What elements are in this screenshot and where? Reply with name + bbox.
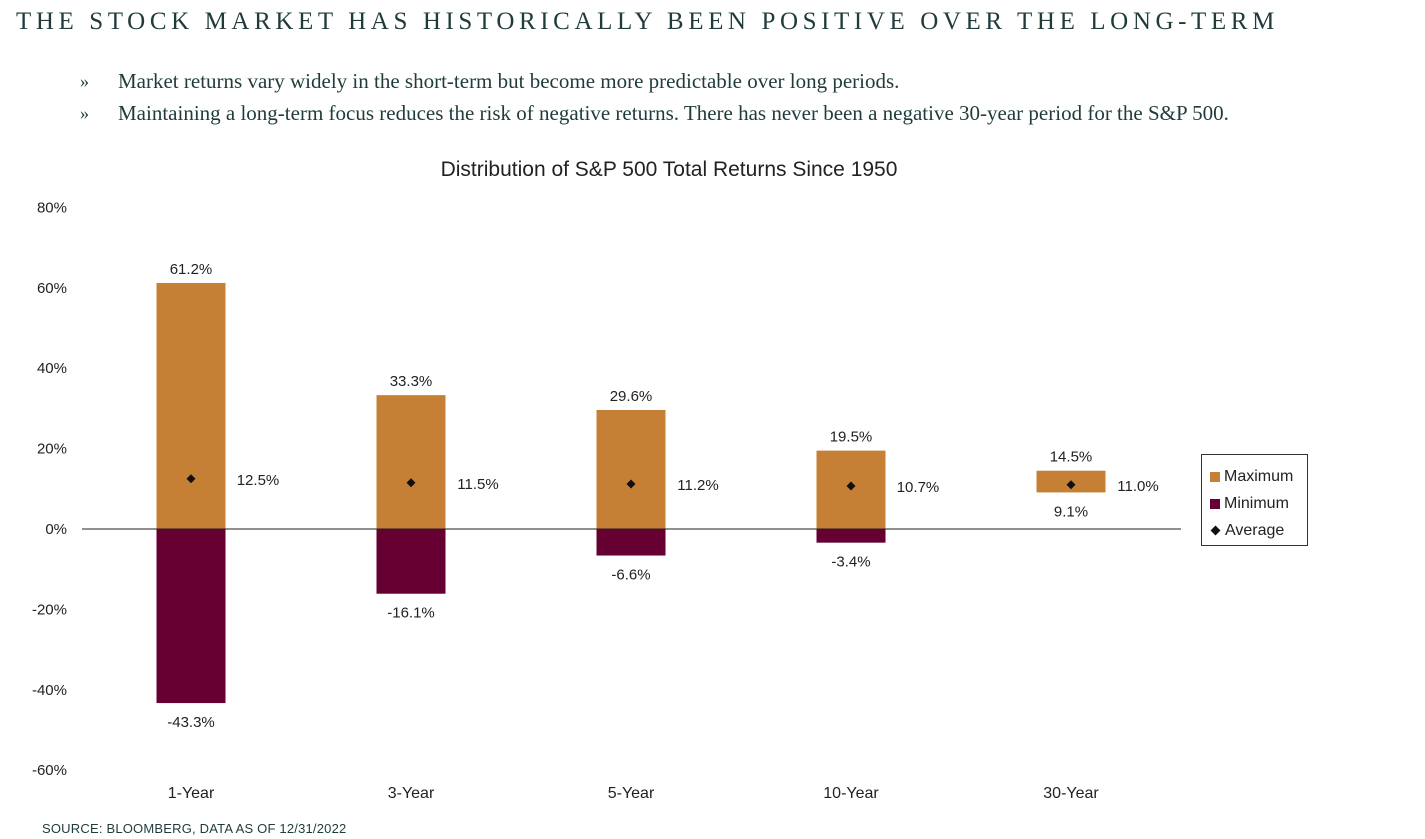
bar-minimum <box>596 529 666 556</box>
y-tick-label: 80% <box>37 199 67 216</box>
bullet-item: » Market returns vary widely in the shor… <box>78 68 1278 95</box>
data-label-minimum: 9.1% <box>1054 503 1088 520</box>
data-label-maximum: 14.5% <box>1050 449 1093 466</box>
x-category-label: 10-Year <box>823 785 879 802</box>
legend-swatch-minimum <box>1210 498 1220 509</box>
bullet-text: Market returns vary widely in the short-… <box>118 69 900 93</box>
data-label-minimum: -43.3% <box>167 714 215 731</box>
data-label-average: 11.5% <box>457 476 498 493</box>
y-tick-label: 20% <box>37 441 67 458</box>
legend-label: Minimum <box>1224 494 1289 512</box>
source-note: SOURCE: BLOOMBERG, DATA AS OF 12/31/2022 <box>42 821 347 836</box>
data-label-minimum: -16.1% <box>387 605 435 622</box>
y-tick-label: -60% <box>32 762 67 779</box>
bullet-item: » Maintaining a long-term focus reduces … <box>78 100 1278 127</box>
data-label-average: 11.0% <box>1117 478 1158 495</box>
bar-minimum <box>816 529 886 543</box>
data-label-maximum: 61.2% <box>170 261 213 278</box>
bar-maximum <box>596 410 666 529</box>
data-label-maximum: 29.6% <box>610 388 653 405</box>
bar-minimum <box>156 529 226 704</box>
average-marker <box>846 481 856 491</box>
chart-title: Distribution of S&P 500 Total Returns Si… <box>440 158 898 181</box>
bullet-text: Maintaining a long-term focus reduces th… <box>118 101 1229 125</box>
data-label-maximum: 33.3% <box>390 373 433 390</box>
legend-item-maximum: Maximum <box>1210 461 1307 492</box>
y-tick-label: 0% <box>45 521 67 538</box>
y-tick-label: -20% <box>32 601 67 618</box>
page-title: THE STOCK MARKET HAS HISTORICALLY BEEN P… <box>16 8 1279 35</box>
y-tick-label: 40% <box>37 360 67 377</box>
data-label-average: 12.5% <box>237 472 280 489</box>
diamond-icon <box>1210 525 1221 536</box>
average-marker <box>626 479 636 489</box>
average-marker <box>406 478 416 488</box>
y-tick-label: -40% <box>32 682 67 699</box>
chart-legend: Maximum Minimum Average <box>1201 454 1308 546</box>
data-label-minimum: -3.4% <box>831 554 870 571</box>
x-category-label: 3-Year <box>388 785 435 802</box>
data-label-maximum: 19.5% <box>830 429 873 446</box>
average-marker <box>186 474 196 484</box>
bar-maximum <box>156 282 226 529</box>
legend-label: Maximum <box>1224 467 1294 485</box>
average-marker <box>1066 480 1076 490</box>
legend-swatch-maximum <box>1210 471 1220 482</box>
data-label-minimum: -6.6% <box>611 567 650 584</box>
bullet-marker-icon: » <box>80 71 89 91</box>
data-label-average: 10.7% <box>897 479 940 496</box>
bar-minimum <box>376 529 446 594</box>
data-label-average: 11.2% <box>677 477 718 494</box>
legend-label: Average <box>1225 521 1285 539</box>
bullet-marker-icon: » <box>80 103 89 123</box>
legend-item-average: Average <box>1210 515 1307 546</box>
x-category-label: 5-Year <box>608 785 655 802</box>
x-category-label: 30-Year <box>1043 785 1099 802</box>
x-category-label: 1-Year <box>168 785 215 802</box>
bullet-list: » Market returns vary widely in the shor… <box>78 68 1278 132</box>
y-tick-label: 60% <box>37 280 67 297</box>
legend-item-minimum: Minimum <box>1210 488 1307 519</box>
bar-maximum <box>376 395 446 529</box>
